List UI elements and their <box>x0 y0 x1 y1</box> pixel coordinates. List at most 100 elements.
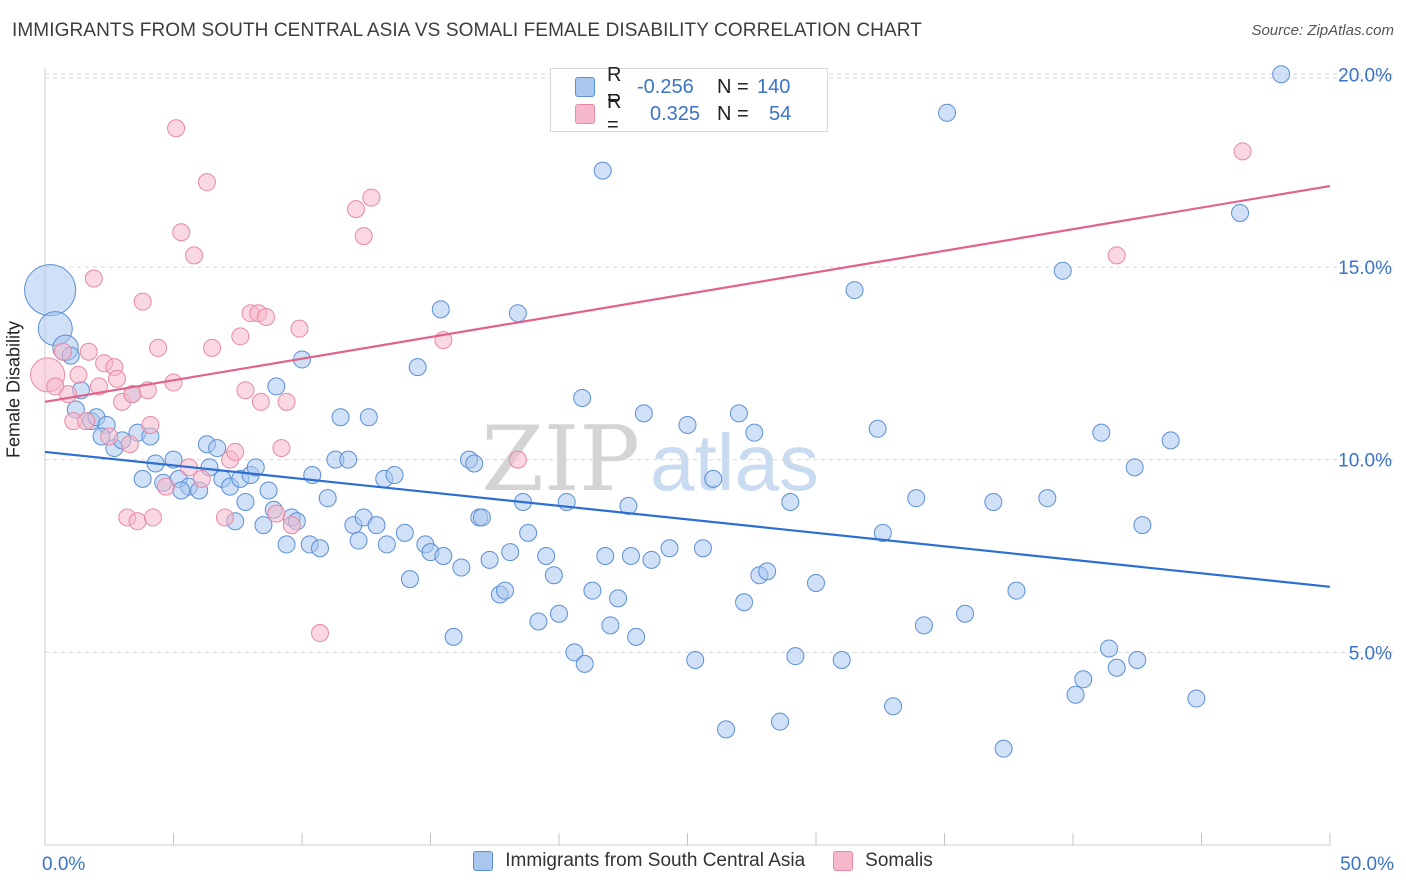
immigrants-point <box>480 550 499 569</box>
tick-labels: 5.0% 10.0% 15.0% 20.0% 0.0% 50.0% <box>42 65 1394 875</box>
legend-item-immigrants: Immigrants from South Central Asia <box>473 850 805 872</box>
series-immigrants-points <box>24 65 1291 758</box>
immigrants-point <box>1107 658 1126 677</box>
somalis-point <box>267 504 286 523</box>
immigrants-point <box>550 604 568 623</box>
immigrants-point <box>496 581 515 600</box>
somalis-point <box>84 269 103 288</box>
immigrants-point <box>339 450 358 469</box>
somalis-point <box>231 327 250 346</box>
series-legend: Immigrants from South Central Asia Somal… <box>0 850 1406 872</box>
immigrants-point <box>444 627 463 646</box>
grid-lines <box>45 73 1395 653</box>
x-tick-label: 50.0% <box>1340 854 1394 875</box>
somalis-point <box>508 450 527 469</box>
somalis-point <box>1107 246 1126 265</box>
immigrants-point <box>735 593 754 612</box>
immigrants-point <box>395 523 414 542</box>
somalis-point <box>251 392 270 411</box>
somalis-point <box>89 377 108 396</box>
immigrants-point <box>575 654 594 673</box>
somalis-point <box>226 442 245 461</box>
immigrants-point <box>884 697 903 716</box>
immigrants-point <box>1053 261 1072 280</box>
immigrants-point <box>678 415 697 434</box>
immigrants-point <box>619 496 638 515</box>
somalis-point <box>172 223 191 242</box>
somalis-point <box>192 469 211 488</box>
legend-item-somalis: Somalis <box>833 850 933 872</box>
immigrants-point <box>1133 516 1152 535</box>
immigrants-point <box>331 408 350 427</box>
n-value: 140 <box>757 75 791 98</box>
immigrants-point <box>868 419 887 438</box>
somalis-point <box>203 338 222 357</box>
immigrants-point <box>529 612 548 631</box>
y-tick-label: 15.0% <box>1338 258 1392 279</box>
immigrants-point <box>601 616 620 635</box>
somalis-point <box>69 365 88 384</box>
somalis-point <box>128 512 147 531</box>
somalis-point <box>79 342 98 361</box>
somalis-point <box>346 200 365 219</box>
x-tick-label: 0.0% <box>42 854 85 875</box>
immigrants-point <box>508 304 527 323</box>
stats-legend-row-pink: R = 0.325 N = 54 <box>551 91 791 136</box>
somalis-point <box>215 508 234 527</box>
immigrants-point <box>593 161 612 180</box>
somalis-point <box>143 508 162 527</box>
immigrants-point <box>1007 581 1026 600</box>
somalis-point <box>141 415 160 434</box>
immigrants-point <box>377 535 396 554</box>
immigrants-point <box>1066 685 1085 704</box>
axes <box>44 68 1331 846</box>
somalis-point <box>197 173 216 192</box>
y-tick-label: 20.0% <box>1338 65 1392 86</box>
immigrants-point <box>472 508 491 527</box>
immigrants-point <box>634 404 653 423</box>
immigrants-point <box>786 647 805 666</box>
y-tick-label: 10.0% <box>1338 451 1392 472</box>
immigrants-point <box>1272 65 1291 84</box>
somalis-point <box>282 516 301 535</box>
immigrants-point <box>845 281 864 300</box>
n-label: N = <box>717 75 749 98</box>
immigrants-point <box>1161 431 1180 450</box>
immigrants-point <box>349 531 368 550</box>
somalis-point <box>354 227 373 246</box>
immigrants-point <box>434 546 453 565</box>
somalis-point <box>167 119 186 138</box>
immigrants-point <box>519 523 538 542</box>
immigrants-point <box>771 712 790 731</box>
r-value: 0.325 <box>650 102 701 125</box>
immigrants-point <box>1092 423 1111 442</box>
immigrants-point <box>873 523 892 542</box>
somalis-trend-line <box>44 184 1331 403</box>
somalis-point <box>272 439 291 458</box>
immigrants-point <box>537 546 556 565</box>
immigrants-point <box>693 539 712 558</box>
immigrants-point <box>627 627 646 646</box>
immigrants-point <box>208 439 227 458</box>
watermark-atlas: atlas <box>650 418 819 507</box>
chart-source: Source: ZipAtlas.com <box>1251 22 1394 39</box>
immigrants-point <box>133 469 152 488</box>
stats-legend-row-blue: R = -0.256 N = 140 <box>551 64 791 109</box>
somalis-point <box>149 338 168 357</box>
immigrants-point <box>172 481 191 500</box>
immigrants-point <box>956 604 975 623</box>
somalis-point <box>1233 142 1252 161</box>
somalis-point <box>120 435 139 454</box>
blue-swatch-icon <box>473 851 494 871</box>
immigrants-point <box>914 616 933 635</box>
immigrants-point <box>408 358 427 377</box>
immigrants-point <box>1099 639 1118 658</box>
immigrants-point <box>660 539 679 558</box>
immigrants-point <box>745 423 764 442</box>
immigrants-point <box>781 493 800 512</box>
somalis-point <box>236 381 255 400</box>
immigrants-point <box>367 516 386 535</box>
immigrants-point <box>1187 689 1206 708</box>
somalis-point <box>156 477 175 496</box>
